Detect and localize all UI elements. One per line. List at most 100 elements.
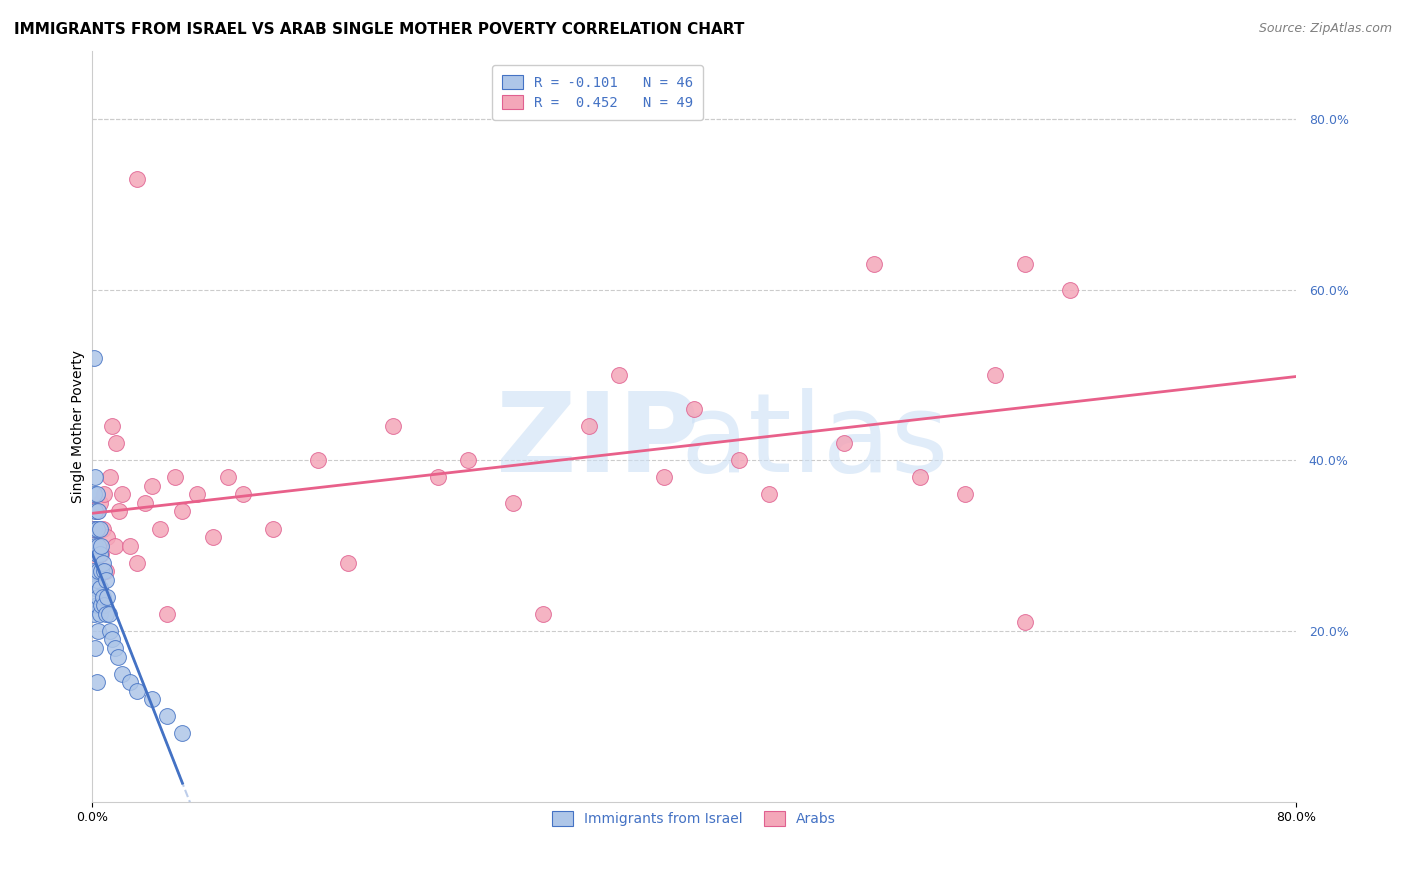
Point	[94, 564, 117, 578]
Point	[127, 171, 149, 186]
Point	[457, 453, 479, 467]
Point	[84, 556, 107, 570]
Point	[578, 419, 600, 434]
Point	[83, 351, 105, 365]
Point	[111, 487, 134, 501]
Point	[86, 675, 108, 690]
Point	[100, 419, 122, 434]
Point	[118, 675, 141, 690]
Point	[427, 470, 450, 484]
Point	[86, 487, 108, 501]
Point	[91, 590, 114, 604]
Point	[127, 683, 149, 698]
Point	[217, 470, 239, 484]
Point	[96, 530, 118, 544]
Point	[98, 624, 121, 638]
Point	[93, 564, 115, 578]
Point	[83, 522, 105, 536]
Point	[83, 487, 105, 501]
Point	[307, 453, 329, 467]
Point	[834, 436, 856, 450]
Point	[141, 479, 163, 493]
Point	[96, 590, 118, 604]
Point	[87, 564, 110, 578]
Text: IMMIGRANTS FROM ISRAEL VS ARAB SINGLE MOTHER POVERTY CORRELATION CHART: IMMIGRANTS FROM ISRAEL VS ARAB SINGLE MO…	[14, 22, 744, 37]
Point	[94, 607, 117, 621]
Point	[104, 640, 127, 655]
Point	[84, 539, 107, 553]
Point	[90, 564, 112, 578]
Point	[652, 470, 675, 484]
Point	[86, 599, 108, 613]
Point	[98, 470, 121, 484]
Point	[156, 607, 179, 621]
Point	[382, 419, 405, 434]
Point	[232, 487, 254, 501]
Point	[93, 487, 115, 501]
Point	[87, 624, 110, 638]
Legend: Immigrants from Israel, Arabs: Immigrants from Israel, Arabs	[543, 802, 845, 836]
Point	[863, 257, 886, 271]
Point	[953, 487, 976, 501]
Point	[336, 556, 359, 570]
Text: Source: ZipAtlas.com: Source: ZipAtlas.com	[1258, 22, 1392, 36]
Point	[172, 726, 194, 740]
Point	[91, 556, 114, 570]
Point	[84, 581, 107, 595]
Y-axis label: Single Mother Poverty: Single Mother Poverty	[72, 350, 86, 502]
Point	[87, 590, 110, 604]
Point	[1059, 283, 1081, 297]
Point	[91, 522, 114, 536]
Point	[683, 402, 706, 417]
Point	[100, 632, 122, 647]
Point	[84, 640, 107, 655]
Point	[728, 453, 751, 467]
Point	[908, 470, 931, 484]
Point	[105, 436, 128, 450]
Point	[156, 709, 179, 723]
Point	[90, 547, 112, 561]
Point	[93, 599, 115, 613]
Point	[163, 470, 186, 484]
Point	[89, 581, 111, 595]
Point	[97, 607, 120, 621]
Point	[83, 522, 105, 536]
Point	[83, 607, 105, 621]
Point	[111, 666, 134, 681]
Point	[984, 368, 1007, 382]
Point	[87, 539, 110, 553]
Point	[201, 530, 224, 544]
Point	[83, 564, 105, 578]
Text: ZIP: ZIP	[496, 388, 699, 495]
Point	[94, 573, 117, 587]
Point	[86, 547, 108, 561]
Point	[90, 539, 112, 553]
Point	[607, 368, 630, 382]
Point	[141, 692, 163, 706]
Point	[87, 504, 110, 518]
Point	[89, 607, 111, 621]
Point	[84, 504, 107, 518]
Point	[533, 607, 555, 621]
Point	[107, 649, 129, 664]
Point	[149, 522, 172, 536]
Point	[89, 547, 111, 561]
Point	[84, 470, 107, 484]
Point	[118, 539, 141, 553]
Point	[86, 504, 108, 518]
Point	[1014, 615, 1036, 630]
Point	[502, 496, 524, 510]
Text: atlas: atlas	[681, 388, 949, 495]
Point	[86, 522, 108, 536]
Point	[90, 599, 112, 613]
Point	[89, 522, 111, 536]
Point	[262, 522, 284, 536]
Point	[87, 539, 110, 553]
Point	[758, 487, 780, 501]
Point	[134, 496, 156, 510]
Point	[127, 556, 149, 570]
Point	[1014, 257, 1036, 271]
Point	[104, 539, 127, 553]
Point	[86, 573, 108, 587]
Point	[186, 487, 208, 501]
